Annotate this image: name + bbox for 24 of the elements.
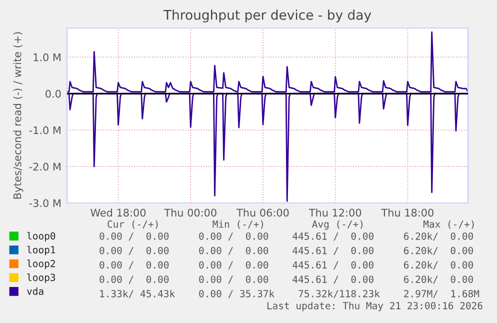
text: 0.00 / 0.00 0.00 / 0.00 445.61 / 0.00 6.20k/ 0.00 [100,261,473,270]
text: Last update: Thu May 21 23:00:16 2026 [267,302,482,312]
y-tick-label: -1.0 M [29,126,60,134]
legend-label: loop1 [27,246,56,256]
x-tick-label: Thu 18:00 [381,208,434,217]
legend-label: vda [27,287,44,295]
y-tick-label: 0.0 [46,90,61,98]
y-tick-label: -2.0 M [29,162,60,171]
x-tick-label: Thu 12:00 [308,208,362,217]
x-tick-label: Thu 06:00 [236,208,289,217]
y-tick-label: -3.0 M [29,199,60,208]
text: Cur (-/+) Min (-/+) Avg (-/+) Max (-/+) [108,220,474,230]
text: 0.00 / 0.00 0.00 / 0.00 445.61 / 0.00 6.20k/ 0.00 [100,232,473,241]
legend-label: loop3 [27,274,56,283]
chart-title: Throughput per device - by day [163,10,372,22]
text: 1.33k/ 45.43k 0.00 / 35.37k 75.32k/118.23k 2.97M/ 1.68M [100,290,480,298]
y-axis-title: Bytes/second read (-) / write (+) [13,32,24,199]
text: 0.00 / 0.00 0.00 / 0.00 445.61 / 0.00 6.20k/ 0.00 [100,275,473,284]
legend-label: loop2 [27,260,55,270]
text: 0.00 / 0.00 0.00 / 0.00 445.61 / 0.00 6.20k/ 0.00 [100,246,473,255]
legend-label: loop0 [27,232,56,242]
y-tick-label: 1.0 M [34,53,60,62]
x-tick-label: Wed 18:00 [90,208,146,217]
x-tick-label: Thu 00:00 [164,208,216,217]
